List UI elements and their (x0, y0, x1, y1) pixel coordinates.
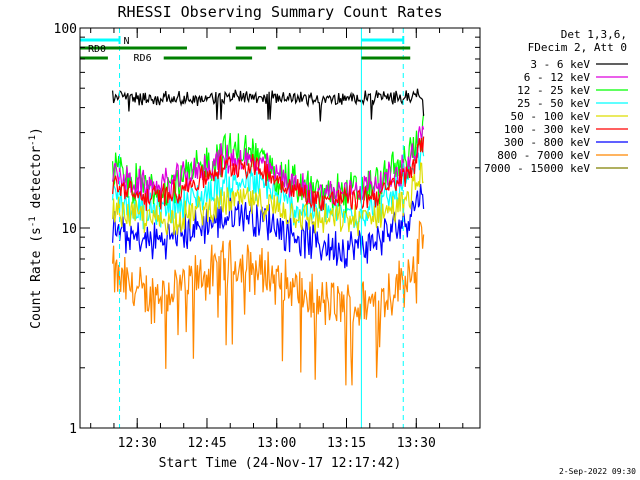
series-line-300-800-kev (112, 183, 425, 269)
legend-label: 50 - 100 keV (511, 110, 591, 123)
x-tick-label: 13:30 (397, 436, 436, 451)
flag-label-rd0: RD0 (88, 44, 106, 55)
axis-layer: 1 10 100 12:30 12:45 13:00 13:15 13:30 (54, 22, 480, 451)
legend-label: 25 - 50 keV (517, 97, 590, 110)
legend-label: 300 - 800 keV (504, 136, 590, 149)
series-line-6-12-kev (112, 125, 425, 210)
legend-label: 3 - 6 keV (530, 58, 590, 71)
flag-label-n: N (124, 36, 130, 47)
y-axis-label: Count Rate (s-1 detector-1) (28, 127, 44, 329)
legend-header-line-1: Det 1,3,6, (561, 28, 627, 41)
chart-title: RHESSI Observing Summary Count Rates (117, 3, 442, 21)
legend-label: 800 - 7000 keV (497, 149, 590, 162)
data-layer (112, 88, 425, 386)
saa-marker-layer (119, 28, 404, 428)
legend-header-line-2: FDecim 2, Att 0 (528, 41, 627, 54)
series-line-800-7000-kev (112, 220, 425, 386)
legend-label: 12 - 25 keV (517, 84, 590, 97)
footer-timestamp: 2-Sep-2022 09:30 (559, 467, 636, 476)
series-line-3-6-kev (112, 88, 425, 122)
y-tick-label: 1 (69, 422, 77, 437)
x-tick-label: 13:00 (257, 436, 296, 451)
series-line-100-300-kev (112, 136, 425, 212)
y-tick-label: 10 (61, 222, 77, 237)
flag-label-rd6: RD6 (134, 53, 152, 64)
flag-layer: N RD0 RD6 (80, 36, 411, 64)
x-tick-label: 12:30 (118, 436, 157, 451)
x-tick-label: 12:45 (187, 436, 226, 451)
legend-label: 6 - 12 keV (524, 71, 591, 84)
y-tick-label: 100 (54, 22, 77, 37)
series-line-50-100-kev (112, 162, 424, 236)
legend-label: 7000 - 15000 keV (484, 162, 590, 175)
x-tick-label: 13:15 (327, 436, 366, 451)
legend-label: 100 - 300 keV (504, 123, 590, 136)
x-axis-label: Start Time (24-Nov-17 12:17:42) (159, 456, 402, 471)
